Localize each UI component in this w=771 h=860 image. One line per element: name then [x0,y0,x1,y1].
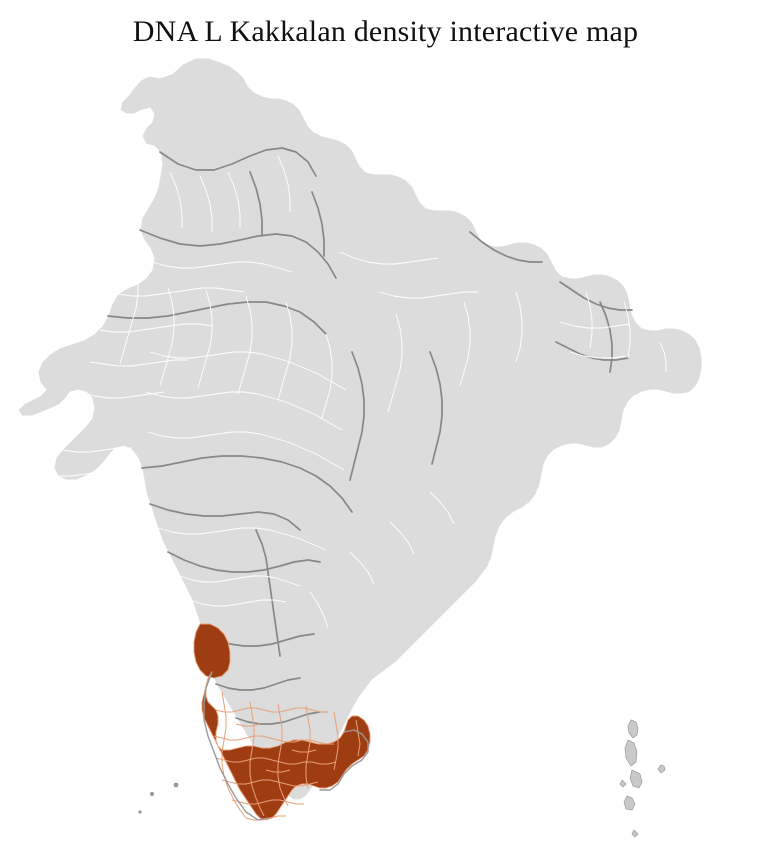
highlighted-region-kerala-tamilnadu[interactable] [201,671,371,821]
page-title: DNA L Kakkalan density interactive map [132,15,639,48]
lakshadweep-islands[interactable] [138,782,179,842]
southern-coastline [203,671,369,821]
india-map-svg[interactable] [0,52,771,842]
map-canvas[interactable] [0,52,771,842]
state-boundaries [107,147,633,725]
andaman-nicobar-islands[interactable] [619,719,666,842]
india-landmass[interactable] [17,57,703,801]
district-boundaries [58,155,667,629]
highlighted-region-dakshina-kannada[interactable] [193,623,231,679]
region-mainland[interactable] [17,57,703,801]
